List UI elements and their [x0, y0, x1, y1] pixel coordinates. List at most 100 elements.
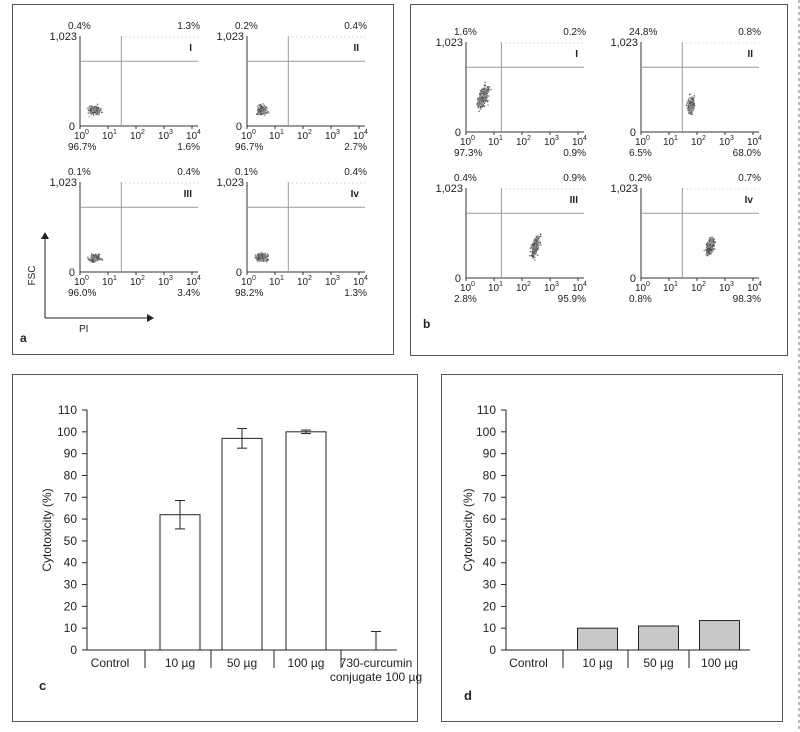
flow-x-tick-exponent: 4 — [583, 281, 587, 288]
flow-event-dot — [483, 102, 485, 104]
bar-1 — [159, 514, 201, 651]
flow-event-dot — [688, 108, 690, 110]
flow-event-dot — [478, 97, 480, 100]
flow-event-dot — [262, 253, 264, 255]
flow-event-dot — [712, 241, 715, 243]
flow-event-dot — [485, 91, 488, 93]
bar-y-tick-label: 100 — [476, 425, 496, 439]
flow-event-dot — [690, 97, 692, 99]
flow-event-dot — [94, 107, 97, 110]
flow-event-dot — [708, 248, 710, 250]
bar-y-tick-label: 20 — [483, 599, 497, 613]
flow-event-dot — [691, 111, 693, 114]
flow-event-dot — [533, 242, 535, 245]
flow-event-dot — [97, 255, 100, 257]
quadrant-ll-percent: 6.5% — [629, 148, 652, 159]
flow-event-dot — [481, 101, 484, 103]
flow-x-tick-exponent: 3 — [336, 129, 340, 136]
bar-category-label: conjugate 100 µg — [330, 670, 422, 684]
flow-event-dot — [260, 113, 262, 115]
flow-event-dot — [258, 260, 261, 262]
flow-event-dot — [101, 259, 104, 261]
flow-x-tick-exponent: 2 — [308, 129, 312, 136]
flow-event-dot — [713, 238, 715, 240]
flow-event-dot — [533, 239, 535, 242]
flow-event-dot — [529, 247, 531, 249]
flow-y-bottom-label: 0 — [455, 273, 461, 285]
flow-x-tick-exponent: 2 — [702, 135, 706, 142]
flow-event-dot — [256, 105, 259, 107]
flow-event-dot — [478, 104, 480, 107]
flow-event-dot — [482, 99, 484, 102]
flow-x-tick-exponent: 2 — [141, 129, 145, 136]
flow-event-dot — [257, 253, 260, 255]
flow-event-dot — [91, 257, 93, 260]
flow-plot-numeral: III — [570, 195, 579, 206]
flow-event-dot — [265, 260, 267, 263]
flow-event-dot — [481, 105, 483, 108]
flow-event-dot — [709, 253, 711, 255]
bar-y-tick-label: 70 — [483, 490, 497, 504]
flow-x-tick-exponent: 4 — [197, 129, 201, 136]
flow-event-dot — [530, 244, 533, 247]
flow-y-bottom-label: 0 — [236, 267, 242, 279]
bar-y-axis-label: Cytotoxicity (%) — [461, 488, 475, 571]
flow-event-dot — [530, 246, 533, 248]
bar-category-label: Control — [91, 656, 130, 670]
flow-x-tick-exponent: 4 — [583, 135, 587, 142]
flow-event-dot — [93, 258, 95, 261]
flow-x-tick-label: 10 — [325, 277, 337, 288]
flow-event-dot — [712, 239, 714, 241]
flow-event-dot — [533, 240, 535, 243]
flow-x-tick-label: 10 — [719, 137, 731, 148]
flow-event-dot — [485, 87, 487, 89]
flow-event-dot — [257, 255, 260, 258]
flow-event-dot — [688, 112, 690, 114]
flow-x-tick-label: 10 — [102, 277, 114, 288]
flow-event-dot — [255, 255, 258, 258]
flow-event-dot — [484, 93, 486, 95]
flow-event-dot — [259, 112, 261, 114]
flow-event-dot — [712, 240, 715, 242]
flow-y-top-label: 1,023 — [610, 183, 638, 195]
flow-x-tick-label: 10 — [74, 131, 86, 142]
flow-event-dot — [483, 94, 485, 96]
flow-x-tick-exponent: 0 — [471, 135, 475, 142]
flow-event-dot — [487, 90, 489, 92]
flow-x-tick-label: 10 — [544, 283, 556, 294]
flow-event-dot — [478, 99, 480, 102]
flow-event-dot — [689, 113, 692, 115]
flow-event-dot — [487, 91, 490, 93]
quadrant-ur-percent: 0.9% — [563, 173, 586, 184]
flow-event-dot — [265, 109, 268, 111]
flow-event-dot — [264, 258, 266, 260]
quadrant-ul-percent: 0.1% — [235, 167, 258, 178]
bar-y-tick-label: 30 — [483, 578, 497, 592]
bar-category-label: 50 µg — [643, 656, 673, 670]
flow-event-dot — [479, 103, 481, 105]
flow-event-dot — [709, 238, 711, 240]
flow-event-dot — [540, 244, 542, 246]
flow-y-top-label: 1,023 — [49, 177, 77, 189]
flow-event-dot — [256, 257, 258, 260]
flow-event-dot — [486, 100, 489, 103]
flow-event-dot — [687, 99, 690, 101]
flow-event-dot — [263, 254, 265, 257]
flow-event-dot — [533, 243, 535, 246]
flow-x-tick-label: 10 — [130, 131, 142, 142]
flow-event-dot — [687, 104, 689, 106]
flow-event-dot — [483, 92, 485, 94]
bar-3 — [285, 431, 327, 651]
bar-y-tick-label: 110 — [58, 403, 77, 417]
flow-event-dot — [537, 238, 540, 240]
flow-event-dot — [265, 254, 267, 256]
flow-event-dot — [690, 109, 692, 112]
flow-event-dot — [257, 258, 259, 261]
flow-event-dot — [690, 106, 693, 108]
flow-event-dot — [693, 96, 695, 98]
flow-event-dot — [477, 100, 480, 103]
flow-y-top-label: 1,023 — [610, 37, 638, 49]
flow-event-dot — [477, 105, 479, 107]
flow-event-dot — [485, 89, 487, 91]
